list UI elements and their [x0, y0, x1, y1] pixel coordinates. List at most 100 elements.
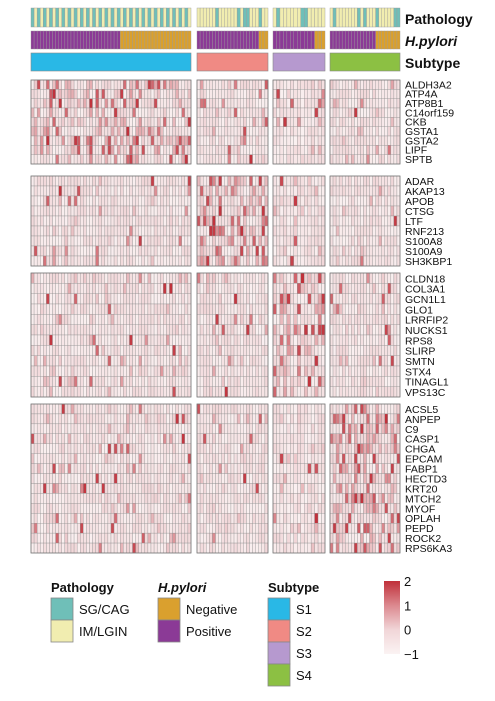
heatmap-cell	[321, 403, 326, 415]
heatmap-cell	[61, 314, 66, 325]
heatmap-cell	[123, 423, 127, 434]
heatmap-cell	[55, 324, 59, 336]
heatmap-cell	[224, 386, 229, 398]
heatmap-cell	[283, 463, 288, 474]
heatmap-cell	[58, 195, 62, 207]
heatmap-cell	[49, 79, 53, 90]
heatmap-cell	[104, 503, 109, 514]
heatmap-cell	[104, 365, 109, 377]
heatmap-cell	[107, 225, 112, 237]
heatmap-cell	[153, 175, 158, 187]
heatmap-cell	[236, 324, 241, 336]
heatmap-cell	[172, 513, 176, 524]
heatmap-cell	[92, 386, 96, 398]
heatmap-cell	[202, 185, 207, 197]
heatmap-cell	[160, 334, 164, 346]
heatmap-cell	[369, 463, 373, 474]
heatmap-cell	[390, 185, 395, 197]
heatmap-cell	[129, 303, 133, 315]
heatmap-cell	[163, 365, 167, 377]
heatmap-cell	[175, 334, 179, 346]
heatmap-cell	[246, 423, 250, 434]
heatmap-cell	[348, 215, 352, 227]
heatmap-cell	[86, 255, 90, 267]
heatmap-cell	[240, 314, 244, 325]
heatmap-cell	[393, 235, 398, 247]
heatmap-cell	[172, 135, 176, 146]
heatmap-cell	[30, 205, 35, 217]
heatmap-cell	[332, 89, 337, 99]
heatmap-cell	[236, 493, 241, 504]
heatmap-cell	[113, 345, 118, 356]
heatmap-cell	[120, 135, 124, 146]
heatmap-cell	[73, 154, 78, 165]
heatmap-cell	[110, 493, 115, 504]
heatmap-cell	[83, 117, 87, 127]
heatmap-cell	[132, 293, 136, 305]
heatmap-cell	[187, 443, 192, 454]
heatmap-cell	[345, 175, 349, 187]
heatmap-cell	[396, 365, 401, 377]
heatmap-cell	[33, 215, 38, 227]
heatmap-cell	[341, 107, 346, 118]
heatmap-cell	[243, 145, 247, 155]
heatmap-cell	[113, 89, 118, 99]
heatmap-cell	[276, 483, 281, 494]
heatmap-cell	[40, 215, 44, 227]
heatmap-cell	[73, 423, 78, 434]
heatmap-cell	[36, 89, 41, 99]
heatmap-cell	[384, 493, 388, 504]
heatmap-cell	[240, 386, 244, 398]
heatmap-cell	[246, 433, 250, 444]
heatmap-cell	[372, 255, 376, 267]
heatmap-cell	[233, 89, 238, 99]
heatmap-cell	[107, 272, 112, 284]
heatmap-cell	[206, 423, 210, 434]
heatmap-cell	[321, 117, 326, 127]
hpylori-cell	[181, 30, 186, 50]
heatmap-cell	[58, 503, 62, 514]
heatmap-cell	[126, 513, 130, 524]
heatmap-cell	[150, 365, 155, 377]
heatmap-cell	[178, 423, 182, 434]
heatmap-cell	[156, 245, 161, 257]
heatmap-cell	[387, 107, 392, 118]
heatmap-cell	[366, 154, 370, 165]
heatmap-cell	[172, 433, 176, 444]
heatmap-cell	[345, 365, 349, 377]
heatmap-cell	[290, 225, 294, 237]
heatmap-cell	[55, 255, 59, 267]
heatmap-cell	[46, 493, 50, 504]
heatmap-cell	[40, 225, 44, 237]
heatmap-cell	[212, 117, 216, 127]
heatmap-cell	[218, 365, 222, 377]
heatmap-cell	[384, 473, 388, 484]
heatmap-cell	[335, 255, 340, 267]
heatmap-cell	[381, 314, 385, 325]
heatmap-cell	[329, 126, 334, 137]
pathology-cell	[70, 7, 75, 28]
heatmap-cell	[286, 433, 291, 444]
heatmap-cell	[187, 386, 192, 398]
heatmap-cell	[372, 314, 376, 325]
heatmap-cell	[264, 245, 269, 257]
heatmap-cell	[272, 324, 277, 336]
heatmap-cell	[175, 195, 179, 207]
heatmap-cell	[335, 175, 340, 187]
heatmap-cell	[61, 175, 66, 187]
heatmap-cell	[276, 386, 281, 398]
heatmap-cell	[80, 195, 84, 207]
heatmap-cell	[30, 386, 35, 398]
heatmap-cell	[384, 205, 388, 217]
heatmap-cell	[279, 493, 284, 504]
heatmap-cell	[172, 443, 176, 454]
heatmap-cell	[246, 413, 250, 425]
heatmap-cell	[381, 376, 385, 387]
heatmap-cell	[252, 443, 256, 454]
heatmap-cell	[372, 345, 376, 356]
heatmap-cell	[110, 245, 115, 257]
heatmap-cell	[252, 355, 256, 367]
heatmap-cell	[129, 413, 133, 425]
heatmap-cell	[393, 135, 398, 146]
heatmap-cell	[80, 135, 84, 146]
